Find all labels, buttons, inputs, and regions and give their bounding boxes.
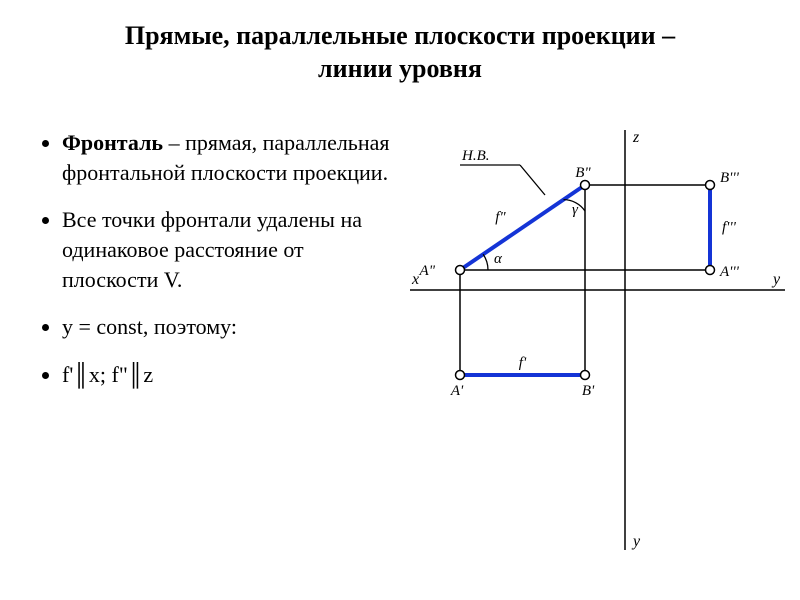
- svg-text:y: y: [771, 271, 781, 288]
- bullet-1-term: Фронталь: [62, 130, 163, 155]
- svg-text:f''': f''': [722, 220, 737, 236]
- projection-diagram: xyzyαγН.В.A"B"A'B'B'''A'''f"f'f''': [400, 120, 790, 580]
- bullet-3: y = const, поэтому:: [62, 312, 390, 342]
- svg-text:α: α: [494, 251, 503, 267]
- svg-text:B''': B''': [720, 170, 740, 186]
- svg-text:B': B': [582, 383, 595, 399]
- bullet-1: Фронталь – прямая, параллельная фронталь…: [62, 128, 390, 187]
- svg-text:x: x: [411, 271, 419, 288]
- bullet-2: Все точки фронтали удалены на одинаковое…: [62, 205, 390, 294]
- svg-text:B": B": [575, 165, 591, 181]
- svg-text:A": A": [419, 263, 436, 279]
- svg-text:A''': A''': [719, 264, 740, 280]
- svg-text:z: z: [632, 129, 640, 146]
- svg-text:A': A': [450, 383, 464, 399]
- slide-title: Прямые, параллельные плоскости проекции …: [0, 20, 800, 85]
- title-line2: линии уровня: [318, 54, 482, 83]
- diagram-svg: xyzyαγН.В.A"B"A'B'B'''A'''f"f'f''': [400, 120, 790, 580]
- bullet-4: f'║x; f"║z: [62, 360, 390, 390]
- svg-text:f': f': [519, 355, 527, 371]
- svg-text:y: y: [631, 533, 641, 550]
- svg-text:Н.В.: Н.В.: [461, 148, 490, 164]
- bullet-list: Фронталь – прямая, параллельная фронталь…: [40, 128, 390, 408]
- svg-text:f": f": [495, 210, 506, 226]
- title-line1: Прямые, параллельные плоскости проекции …: [125, 21, 675, 50]
